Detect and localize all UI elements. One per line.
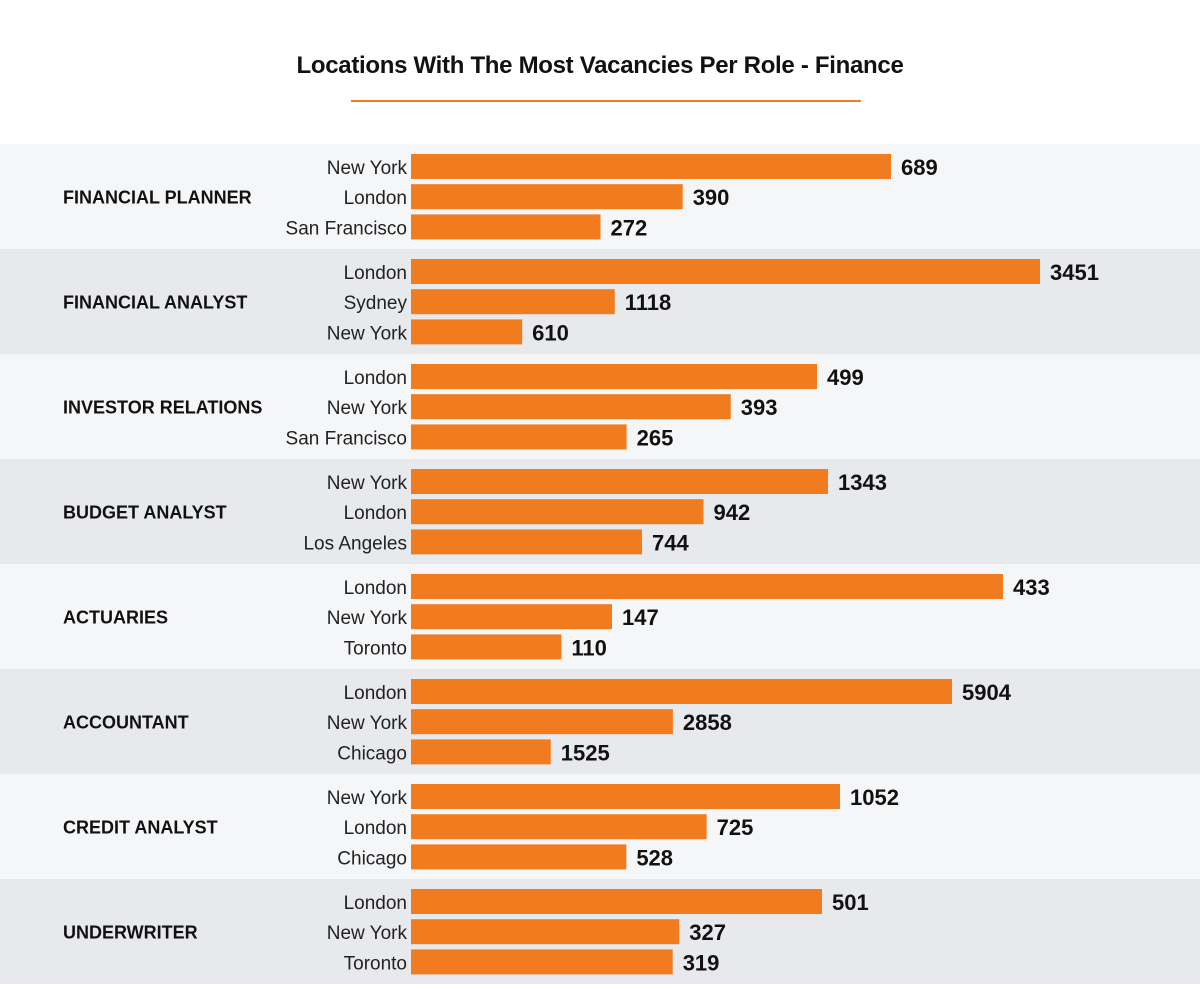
city-label: New York [327, 923, 408, 944]
bar [411, 919, 680, 945]
bar [411, 889, 822, 914]
bar [411, 424, 627, 450]
city-label: London [344, 578, 407, 599]
value-label: 319 [683, 950, 720, 975]
role-label: CREDIT ANALYST [63, 818, 218, 838]
role-label: FINANCIAL PLANNER [63, 188, 252, 208]
role-label: ACCOUNTANT [63, 713, 189, 733]
value-label: 327 [689, 920, 726, 945]
city-label: Chicago [337, 848, 407, 869]
city-label: London [344, 893, 407, 914]
role-label: INVESTOR RELATIONS [63, 398, 262, 418]
value-label: 744 [652, 530, 689, 555]
city-label: Los Angeles [303, 533, 407, 554]
bar [411, 289, 615, 315]
city-label: London [344, 368, 407, 389]
bar [411, 364, 817, 389]
city-label: New York [327, 323, 408, 344]
bar [411, 949, 673, 975]
value-label: 110 [571, 635, 607, 660]
bar [411, 259, 1040, 284]
bar [411, 574, 1003, 599]
city-label: Chicago [337, 743, 407, 764]
value-label: 393 [741, 395, 778, 420]
value-label: 433 [1013, 575, 1050, 600]
city-label: London [344, 503, 407, 524]
value-label: 610 [532, 320, 569, 345]
role-label: UNDERWRITER [63, 923, 198, 943]
value-label: 942 [713, 500, 750, 525]
bar [411, 529, 643, 555]
bar [411, 394, 731, 420]
city-label: Sydney [344, 293, 408, 314]
city-label: New York [327, 788, 408, 809]
value-label: 1343 [838, 470, 887, 495]
bar [411, 154, 891, 179]
value-label: 725 [717, 815, 754, 840]
bar [411, 469, 828, 494]
bar [411, 739, 551, 765]
bar [411, 814, 707, 840]
city-label: Toronto [344, 953, 407, 974]
value-label: 501 [832, 890, 869, 915]
city-label: New York [327, 398, 408, 419]
city-label: London [344, 683, 407, 704]
city-label: New York [327, 473, 408, 494]
value-label: 272 [610, 215, 647, 240]
city-label: New York [327, 713, 408, 734]
value-label: 528 [636, 845, 673, 870]
city-label: London [344, 188, 407, 209]
bar [411, 634, 562, 660]
value-label: 2858 [683, 710, 732, 735]
value-label: 5904 [962, 680, 1012, 705]
bar [411, 709, 673, 735]
bar [411, 214, 601, 240]
value-label: 1525 [561, 740, 610, 765]
value-label: 3451 [1050, 260, 1099, 285]
value-label: 499 [827, 365, 864, 390]
value-label: 147 [622, 605, 659, 630]
role-label: ACTUARIES [63, 608, 168, 628]
bar [411, 604, 612, 630]
city-label: Toronto [344, 638, 407, 659]
chart-title: Locations With The Most Vacancies Per Ro… [296, 52, 904, 79]
value-label: 1052 [850, 785, 899, 810]
bar [411, 844, 627, 870]
city-label: London [344, 263, 407, 284]
bar [411, 784, 840, 809]
role-label: FINANCIAL ANALYST [63, 293, 247, 313]
bar [411, 499, 704, 525]
city-label: San Francisco [286, 218, 407, 239]
title-underline [351, 100, 861, 102]
city-label: New York [327, 608, 408, 629]
bar [411, 319, 523, 345]
bar [411, 184, 683, 210]
city-label: London [344, 818, 407, 839]
role-label: BUDGET ANALYST [63, 503, 227, 523]
value-label: 1118 [625, 290, 672, 315]
value-label: 689 [901, 155, 938, 180]
value-label: 390 [693, 185, 730, 210]
city-label: San Francisco [286, 428, 407, 449]
value-label: 265 [637, 425, 674, 450]
bar [411, 679, 952, 704]
city-label: New York [327, 158, 408, 179]
